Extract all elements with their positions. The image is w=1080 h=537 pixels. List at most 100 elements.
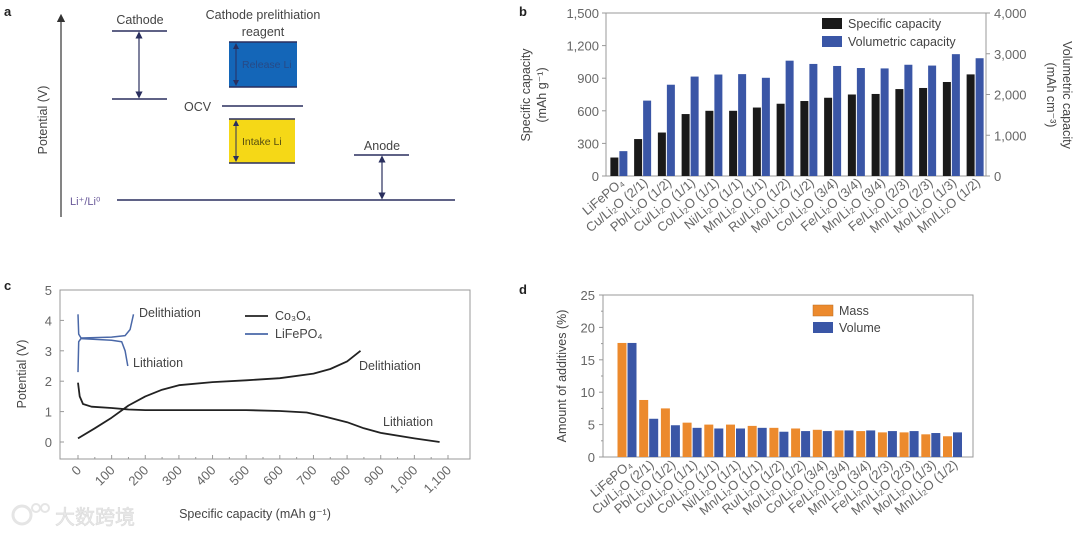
bar-volumetric-capacity [738,74,747,176]
legend-label-co3o4: Co₃O₄ [275,309,311,323]
x-tick-label: 900 [361,463,387,489]
potential-axis-label: Potential (V) [36,86,50,155]
y-tick-label: 0 [592,169,599,184]
curve-co3o4-delithiation [77,350,362,440]
y-tick-label: 0 [45,435,52,450]
bar-specific-capacity [895,89,904,176]
annotation-co3o4-lithiation: Lithiation [383,415,433,429]
bar-volumetric-capacity [928,65,937,176]
bar-volume [822,431,832,457]
bar-volume [931,433,941,457]
bar-volumetric-capacity [619,151,628,176]
bar-mass [704,424,714,457]
bar-volume [670,425,680,457]
intake-li-label: Intake Li [242,136,282,148]
x-tick-label: 1,100 [421,463,455,497]
bar-specific-capacity [824,97,833,176]
bar-mass [834,430,844,457]
y-axis-title: Potential (V) [15,340,29,409]
bar-volumetric-capacity [785,60,794,176]
bar-mass [682,422,692,457]
panel-label-c: c [4,278,11,293]
bar-specific-capacity [966,74,975,176]
bar-specific-capacity [752,107,761,176]
y2-tick-label: 3,000 [994,47,1027,62]
y-tick-label: 0 [588,450,595,465]
bar-specific-capacity [681,114,690,176]
curve-co3o4-lithiation [77,382,440,443]
plot-frame [59,289,471,460]
legend-swatch-volumetric [822,36,842,47]
y-axis-title-line2: (mAh g⁻¹) [535,67,549,122]
release-li-box [229,42,297,87]
bar-specific-capacity [657,132,666,176]
anode-label: Anode [364,139,400,153]
x-tick-label: 1,000 [387,463,421,497]
bar-mass [943,436,952,457]
bar-volumetric-capacity [809,63,818,176]
bar-mass [856,431,866,457]
panel-label-d: d [519,282,527,297]
bar-volume [844,430,854,457]
bar-volume [649,418,659,457]
cathode-label: Cathode [116,13,163,27]
bar-volumetric-capacity [666,84,675,176]
reagent-label-line1: Cathode prelithiation [206,8,321,22]
legend-label-volume: Volume [839,321,881,335]
bar-mass [791,428,801,457]
y-tick-label: 3 [45,344,52,359]
bar-mass [812,429,822,457]
x-tick-label: 400 [193,463,219,489]
x-tick-label: 800 [327,463,353,489]
legend-swatch-volume [813,322,833,333]
bar-volume [757,427,767,457]
x-tick-label: 200 [125,463,151,489]
x-tick-label: 300 [159,463,185,489]
legend-label-volumetric: Volumetric capacity [848,35,956,49]
legend-label-specific: Specific capacity [848,17,942,31]
bar-volumetric-capacity [833,65,842,176]
x-tick-label: 700 [294,463,320,489]
bar-specific-capacity [847,94,856,176]
x-tick-label: 500 [226,463,252,489]
reagent-label-line2: reagent [242,25,285,39]
watermark-logo: 大数跨境 [11,503,135,529]
curve-lifepo4-delithiation [77,314,135,373]
bar-volume [692,427,702,457]
bar-specific-capacity [871,93,880,176]
bar-specific-capacity [942,82,951,176]
panel-label-a: a [4,4,12,19]
curve-lifepo4-lithiation [77,314,129,367]
panel-b-chart: 0 300 600 900 1,200 1,500 0 1,000 2,000 3,000 4,00… [519,6,1074,236]
li-reference-label: Li⁺/Li⁰ [70,196,101,208]
legend-label-mass: Mass [839,304,869,318]
y-tick-label: 5 [45,283,52,298]
y-tick-label: 10 [581,385,595,400]
bar-specific-capacity [610,157,619,176]
bar-volume [801,431,811,457]
y-tick-label: 5 [588,418,595,433]
bar-volume [887,431,897,457]
y-tick-label: 1,500 [566,6,599,21]
bar-volumetric-capacity [690,76,699,176]
bar-volumetric-capacity [714,74,723,176]
x-tick-label: 0 [68,463,84,479]
bar-volumetric-capacity [975,58,984,176]
bar-volume [627,342,637,457]
bar-mass [899,432,909,457]
y-tick-label: 25 [581,288,595,303]
bar-specific-capacity [634,139,643,176]
y-tick-label: 1,200 [566,39,599,54]
bar-mass [877,432,887,457]
panel-c-chart: 0 1 2 3 4 5 0 100 200 300 400 500 600 700 800 900 1,000 1… [15,283,471,521]
bar-mass [660,408,670,457]
bar-mass [726,424,735,457]
bar-specific-capacity [729,110,738,176]
y-tick-label: 300 [577,136,599,151]
y2-tick-label: 0 [994,169,1001,184]
legend-swatch-mass [812,304,834,317]
x-axis-title: Specific capacity (mAh g⁻¹) [179,507,331,521]
bar-specific-capacity [705,110,714,176]
